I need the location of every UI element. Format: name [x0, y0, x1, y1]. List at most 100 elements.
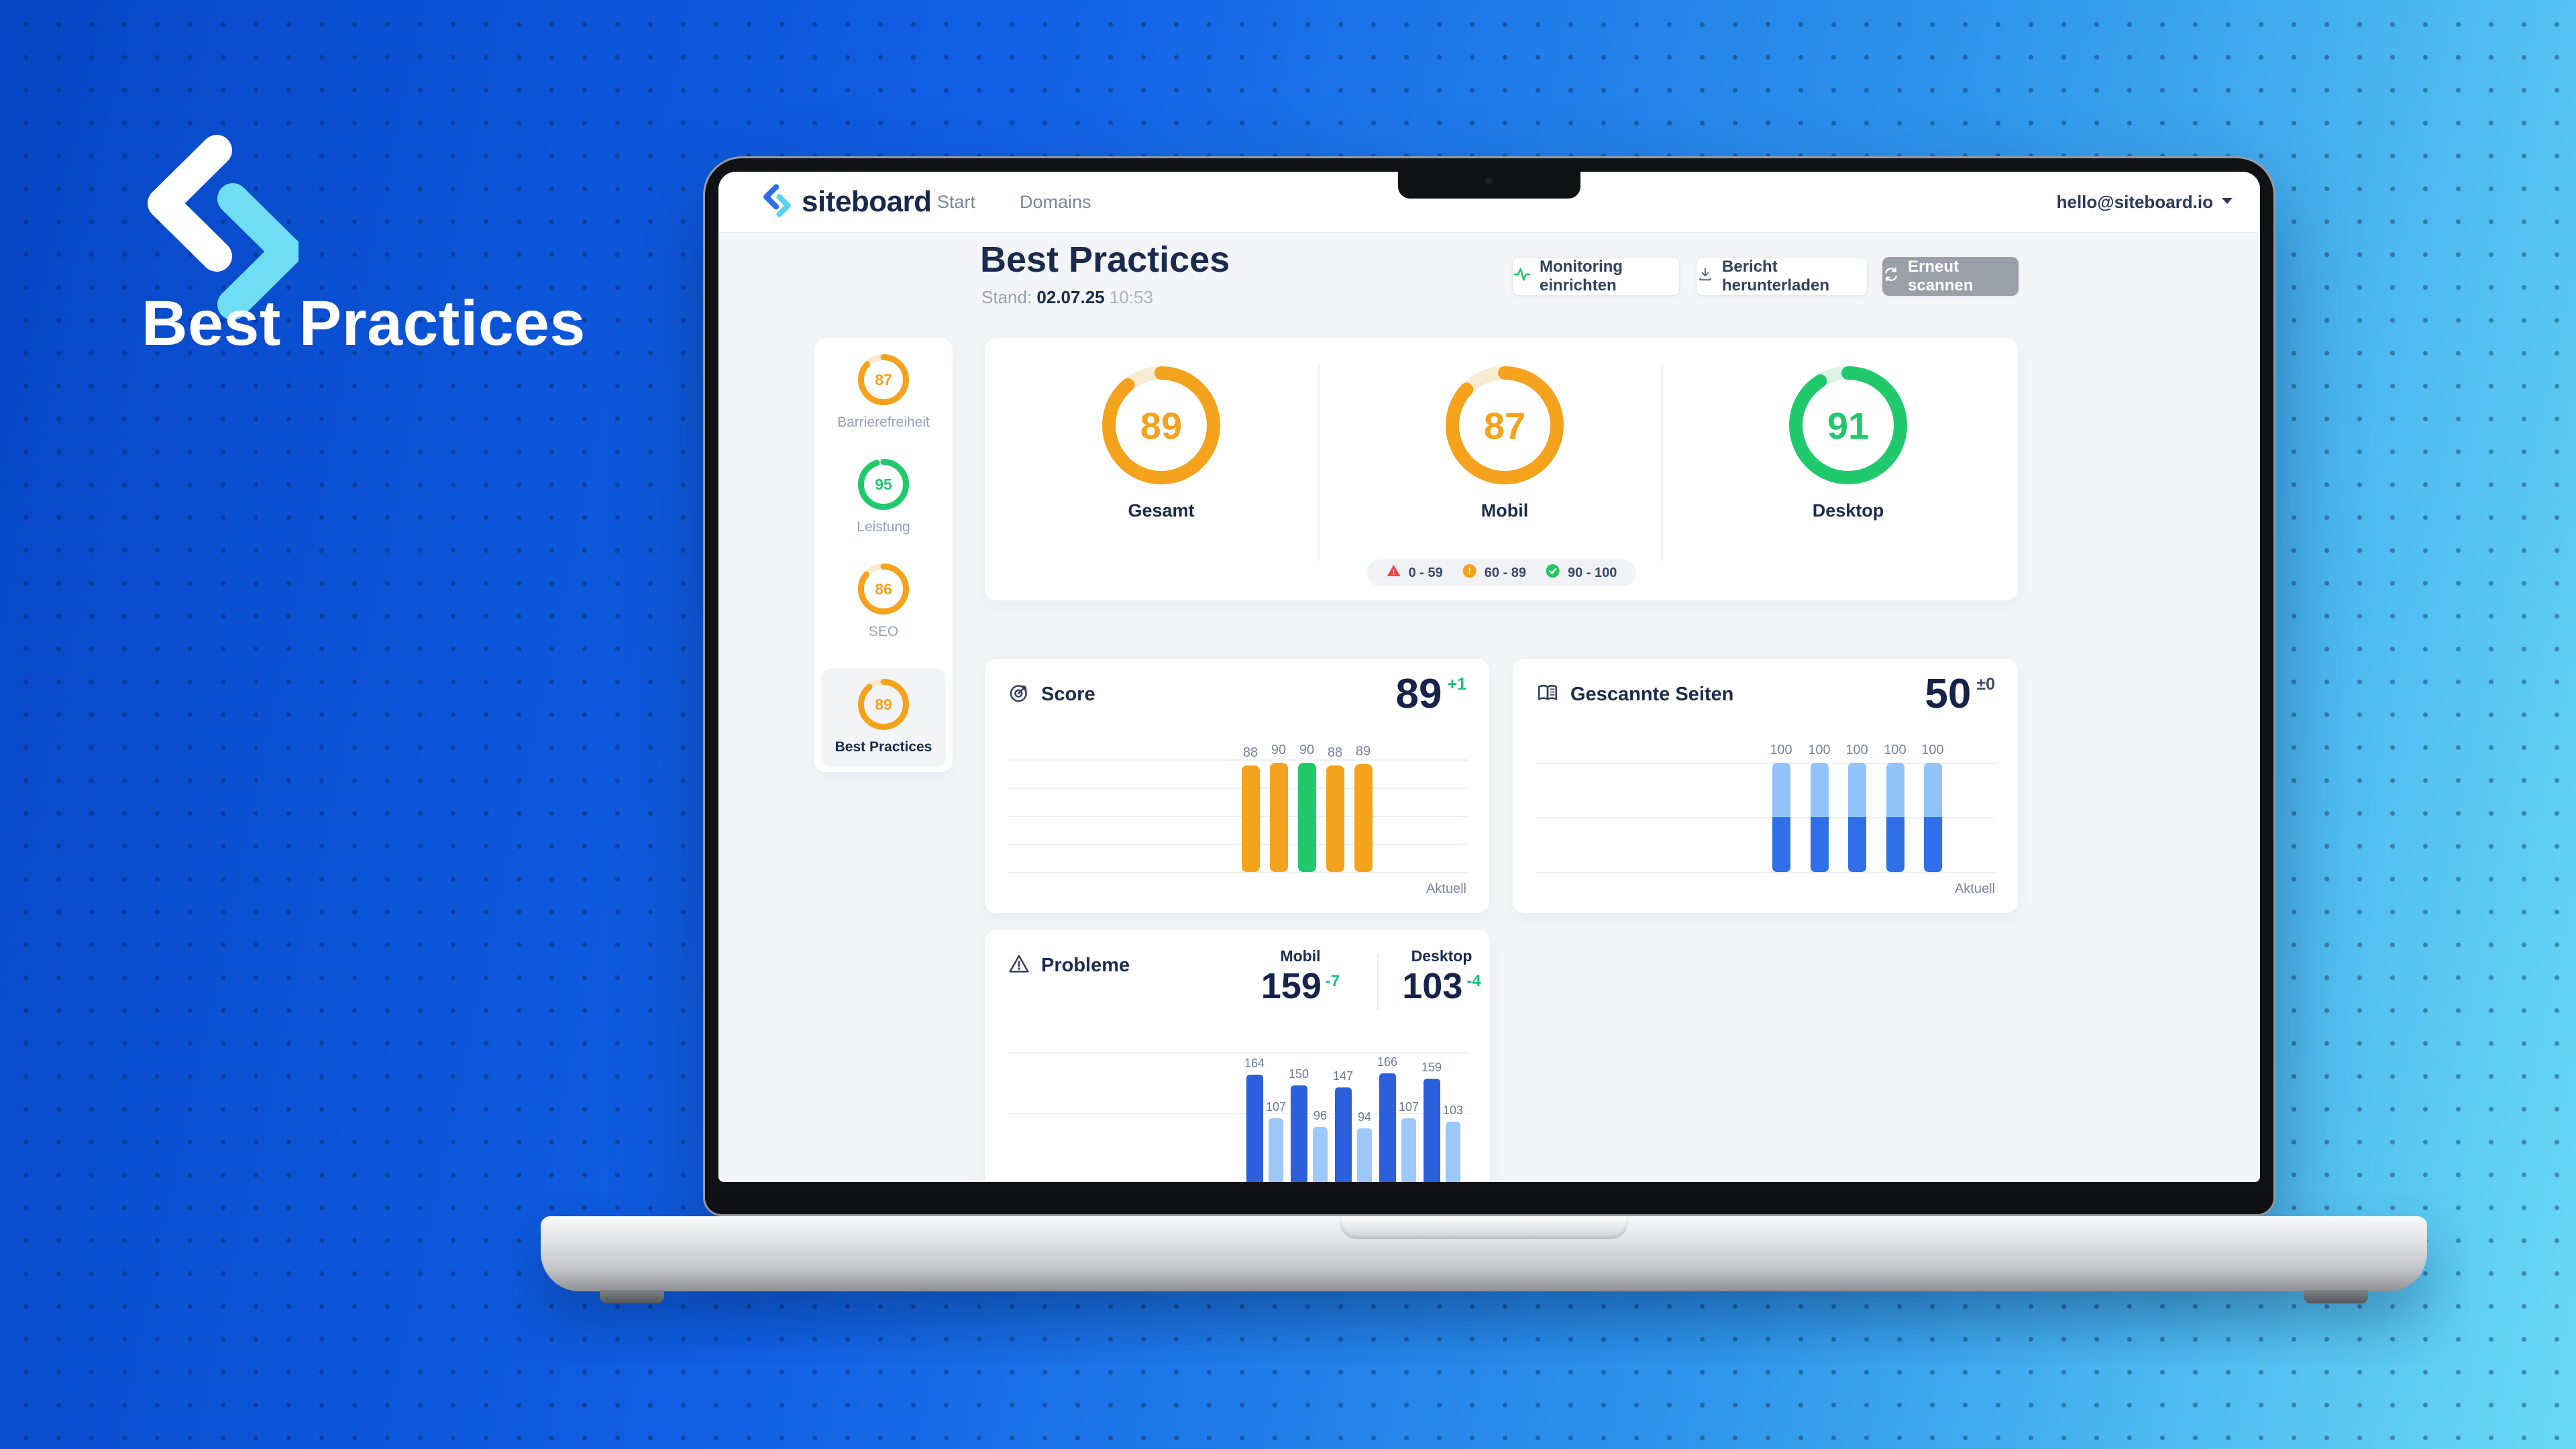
- chart-bar: [1357, 1128, 1372, 1182]
- sidebar-item-seo[interactable]: 86 SEO: [821, 564, 946, 640]
- chevron-down-icon: [2221, 196, 2233, 208]
- laptop-screen: siteboard Start Domains hello@siteboard.…: [703, 156, 2275, 1216]
- chart-bar: [1772, 763, 1790, 817]
- desktop-problems-value: 103: [1402, 966, 1463, 1006]
- backdrop-title: Best Practices: [142, 288, 586, 359]
- bar-value-label: 90: [1299, 743, 1315, 757]
- gauge-value: 87: [875, 370, 892, 388]
- scan-date: 02.07.25: [1036, 287, 1105, 307]
- bar-value-label: 89: [1355, 744, 1371, 759]
- laptop-base: [541, 1216, 2427, 1303]
- sidebar-item-leistung[interactable]: 95 Leistung: [821, 459, 946, 535]
- gridline: [1008, 1113, 1468, 1114]
- sidebar-item-label: SEO: [868, 624, 899, 639]
- rescan-button[interactable]: Erneut scannen: [1882, 257, 2019, 296]
- score-bar-chart: 88 90 90 88 89: [1008, 743, 1468, 873]
- bar-value-label: 88: [1327, 745, 1343, 760]
- book-icon: [1536, 682, 1560, 708]
- legend-item: ! 60 - 89: [1462, 563, 1526, 583]
- chart-bar: [1326, 765, 1344, 872]
- chart-bar: [1811, 817, 1829, 872]
- chart-bar: [1424, 1079, 1440, 1182]
- sidebar-item-best-practices[interactable]: 89 Best Practices: [821, 668, 946, 767]
- bar-value-label: 100: [1770, 743, 1792, 757]
- account-menu[interactable]: hello@siteboard.io: [2057, 172, 2233, 232]
- pages-value: 50: [1925, 671, 1972, 717]
- legend-range: 0 - 59: [1408, 565, 1443, 580]
- axis-note: Aktuell: [1954, 881, 1995, 896]
- bar-value-label: 100: [1884, 743, 1907, 757]
- sidebar-item-label: Leistung: [857, 519, 910, 535]
- siteboard-brand-logo-icon: [138, 135, 302, 323]
- bar-value-label: 164: [1244, 1057, 1265, 1070]
- scanned-pages-card: Gescannte Seiten 50 ±0 100 100 100 100 100 A…: [1512, 658, 2019, 914]
- pages-card-title: Gescannte Seiten: [1570, 684, 1734, 705]
- gauge: 86: [858, 564, 909, 614]
- siteboard-logo[interactable]: siteboard: [760, 172, 932, 232]
- chart-bar: [1269, 1118, 1283, 1182]
- chart-bar: [1848, 817, 1866, 872]
- sidebar-item-barrierefreiheit[interactable]: 87 Barrierefreiheit: [821, 354, 946, 431]
- bar-value-label: 96: [1313, 1109, 1328, 1122]
- gauge-label: Gesamt: [1128, 500, 1195, 521]
- legend-range: 60 - 89: [1484, 565, 1527, 580]
- circle-alert-icon: !: [1462, 563, 1478, 583]
- bar-value-label: 100: [1845, 743, 1868, 757]
- svg-text:!: !: [1393, 569, 1395, 577]
- chart-bar: [1446, 1122, 1460, 1182]
- brand-block: Best Practices: [138, 133, 585, 359]
- gridline: [1536, 763, 1996, 764]
- divider: [1318, 365, 1320, 561]
- bar-value-label: 147: [1332, 1069, 1354, 1083]
- scan-timestamp: Stand: 02.07.25 10:53: [981, 287, 1153, 307]
- laptop-notch: [1398, 158, 1580, 199]
- gauge-label: Mobil: [1481, 500, 1529, 521]
- mobile-problems-delta: -7: [1325, 972, 1340, 990]
- desktop-problems-delta: -4: [1466, 972, 1481, 990]
- divider: [1662, 365, 1663, 561]
- nav-item-start[interactable]: Start: [937, 191, 976, 212]
- chart-bar: [1246, 1075, 1263, 1182]
- siteboard-logo-icon: [760, 183, 792, 221]
- legend-item: ! 0 - 59: [1386, 563, 1443, 583]
- problems-grouped-bar-chart: 164 150 147 166 159 107 96 94 107 103: [1008, 1053, 1468, 1182]
- monitoring-button[interactable]: Monitoring einrichten: [1512, 257, 1680, 296]
- gridline: [1008, 759, 1468, 761]
- gauge-value: 89: [1140, 404, 1183, 447]
- main-nav: Start Domains: [937, 172, 1091, 232]
- activity-icon: [1513, 265, 1532, 288]
- gridline: [1008, 1053, 1468, 1054]
- chart-bar: [1811, 763, 1829, 817]
- laptop-lid-notch: [1340, 1216, 1628, 1239]
- problems-mobile-stat: Mobil 159 -7: [1238, 947, 1362, 1004]
- chart-bar: [1886, 817, 1904, 872]
- triangle-alert-icon: !: [1386, 563, 1402, 583]
- divider: [1377, 954, 1379, 1010]
- bar-value-label: 90: [1271, 743, 1287, 757]
- problems-card: Probleme Mobil 159 -7 Desktop 103 -4 164 15…: [984, 929, 1491, 1182]
- dashboard-viewport: siteboard Start Domains hello@siteboard.…: [718, 172, 2260, 1182]
- account-email: hello@siteboard.io: [2056, 191, 2213, 212]
- chart-bar: [1313, 1127, 1328, 1182]
- gauge: 91: [1789, 366, 1907, 484]
- overview-gauges-card: 89 Gesamt 87 Mobil 91 Desktop ! 0 - 59 !…: [984, 337, 2019, 601]
- refresh-icon: [1882, 266, 1900, 288]
- pages-stacked-bar-chart: 100 100 100 100 100: [1536, 743, 1996, 873]
- overview-gauge-desktop: 91 Desktop: [1676, 366, 2021, 521]
- problems-card-title: Probleme: [1041, 955, 1130, 976]
- gauge: 89: [1102, 366, 1220, 484]
- bar-value-label: 150: [1288, 1067, 1309, 1081]
- nav-item-domains[interactable]: Domains: [1020, 191, 1091, 212]
- gauge-value: 91: [1827, 404, 1870, 447]
- download-report-button[interactable]: Bericht herunterladen: [1696, 257, 1868, 296]
- legend-item: 90 - 100: [1545, 563, 1617, 583]
- scan-time: 10:53: [1109, 287, 1153, 307]
- app-header: siteboard Start Domains hello@siteboard.…: [718, 172, 2260, 233]
- score-card-title: Score: [1041, 684, 1095, 705]
- pages-value-block: 50 ±0: [1925, 674, 1995, 715]
- bar-value-label: 166: [1377, 1055, 1398, 1069]
- bar-value-label: 103: [1442, 1104, 1464, 1117]
- chart-bar: [1298, 763, 1316, 872]
- gauge-value: 86: [875, 580, 892, 598]
